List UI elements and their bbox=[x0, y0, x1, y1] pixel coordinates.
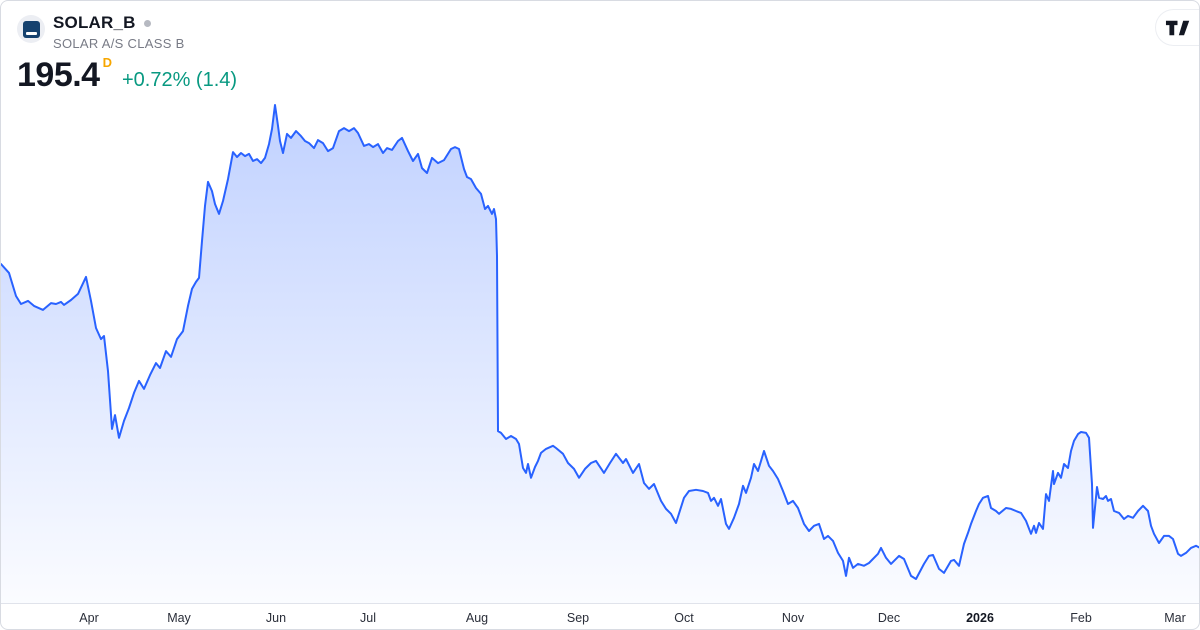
symbol-logo-badge[interactable] bbox=[17, 15, 45, 43]
solar-company-logo-icon bbox=[22, 20, 40, 38]
market-status-dot-icon bbox=[143, 19, 151, 27]
x-axis-label-mar: Mar bbox=[1164, 611, 1186, 625]
price-line bbox=[1, 104, 1199, 580]
x-axis[interactable]: Apr May Jun Jul Aug Sep Oct Nov Dec 2026 Feb Mar bbox=[1, 603, 1199, 629]
symbol-name[interactable]: SOLAR_B bbox=[53, 13, 136, 32]
symbol-description: SOLAR A/S CLASS B bbox=[53, 36, 185, 51]
x-axis-label-jul: Jul bbox=[360, 611, 376, 625]
x-axis-label-aug: Aug bbox=[465, 611, 489, 625]
price-area bbox=[1, 105, 1199, 603]
x-axis-label-nov: Nov bbox=[781, 611, 805, 625]
x-axis-label-dec: Dec bbox=[877, 611, 901, 625]
x-axis-label-jun: Jun bbox=[265, 611, 287, 625]
tradingview-attribution-button[interactable] bbox=[1155, 9, 1199, 46]
last-price-value: 195.4 bbox=[17, 56, 100, 94]
timeframe-badge: D bbox=[102, 55, 112, 70]
x-axis-label-may: May bbox=[167, 611, 191, 625]
tradingview-logo-icon bbox=[1165, 20, 1190, 35]
x-axis-label-apr: Apr bbox=[79, 611, 99, 625]
x-axis-label-feb: Feb bbox=[1070, 611, 1092, 625]
chart-header: SOLAR_B SOLAR A/S CLASS B 195.4 D +0.72%… bbox=[17, 13, 237, 92]
x-axis-label-oct: Oct bbox=[674, 611, 694, 625]
x-axis-label-sep: Sep bbox=[566, 611, 590, 625]
price-change: +0.72% (1.4) bbox=[121, 69, 238, 91]
x-axis-label-2026: 2026 bbox=[966, 611, 994, 625]
